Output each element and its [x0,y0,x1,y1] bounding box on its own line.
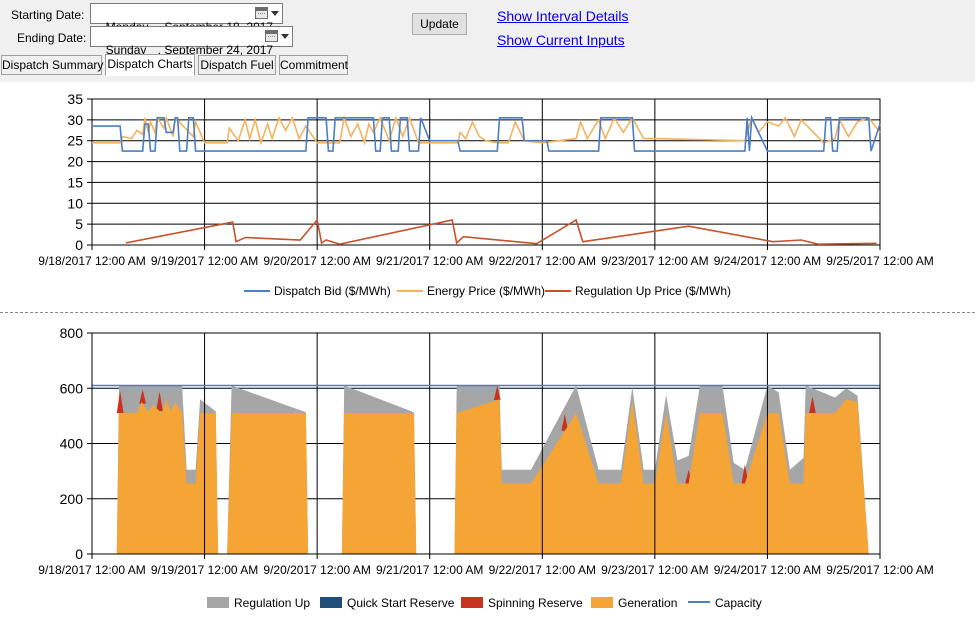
starting-date-picker[interactable]: Monday, September 18, 2017 [90,3,283,34]
calendar-icon[interactable] [255,7,268,19]
x-tick-label: 9/22/2017 12:00 AM [489,563,596,577]
x-tick-label: 9/18/2017 12:00 AM [38,254,145,268]
starting-date-label: Starting Date: [11,8,85,22]
legend-label: Regulation Up [234,596,310,610]
x-tick-label: 9/21/2017 12:00 AM [376,254,483,268]
legend-swatch [207,597,229,608]
legend-label: Dispatch Bid ($/MWh) [274,284,391,298]
legend-label: Quick Start Reserve [347,596,455,610]
ending-date-dow: Sunday [105,43,147,57]
spinning-reserve-spike [809,396,816,414]
tab-dispatch-charts[interactable]: Dispatch Charts [105,54,195,76]
x-tick-label: 9/25/2017 12:00 AM [826,563,933,577]
y-tick-label: 0 [75,237,83,253]
show-current-inputs-link[interactable]: Show Current Inputs [497,32,625,48]
x-tick-label: 9/23/2017 12:00 AM [601,563,708,577]
y-tick-label: 20 [67,154,83,170]
x-tick-label: 9/20/2017 12:00 AM [263,563,370,577]
x-tick-label: 9/21/2017 12:00 AM [376,563,483,577]
tab-dispatch-fuel[interactable]: Dispatch Fuel [198,55,276,75]
spinning-reserve-spike [561,414,569,431]
legend-label: Generation [618,596,677,610]
x-tick-label: 9/19/2017 12:00 AM [151,563,258,577]
x-tick-label: 9/24/2017 12:00 AM [714,563,821,577]
plot-frame [91,332,881,555]
chevron-down-icon[interactable] [281,34,289,39]
legend-swatch [591,597,613,608]
tab-commitment[interactable]: Commitment [279,55,348,75]
y-tick-label: 200 [60,491,84,507]
x-tick-label: 9/23/2017 12:00 AM [601,254,708,268]
plot-frame [91,98,881,246]
y-tick-label: 5 [75,216,83,232]
y-tick-label: 30 [67,112,83,128]
legend-swatch [461,597,483,608]
generation-area [116,399,876,554]
dispatch-bid-line [92,114,881,152]
x-tick-label: 9/25/2017 12:00 AM [826,254,933,268]
legend-label: Regulation Up Price ($/MWh) [575,284,731,298]
show-interval-details-link[interactable]: Show Interval Details [497,8,629,24]
x-tick-label: 9/22/2017 12:00 AM [489,254,596,268]
ending-date-picker[interactable]: Sunday , September 24, 2017 [90,26,293,57]
legend-label: Energy Price ($/MWh) [427,284,545,298]
y-tick-label: 10 [67,195,83,211]
spinning-reserve-spike [139,389,147,404]
ending-date-label: Ending Date: [17,31,87,45]
update-button[interactable]: Update [412,13,467,35]
y-tick-label: 0 [75,546,83,562]
x-tick-label: 9/20/2017 12:00 AM [263,254,370,268]
spinning-reserve-spike [116,391,124,414]
legend-swatch [320,597,342,608]
y-tick-label: 600 [60,380,84,396]
legend-label: Capacity [715,596,762,610]
dispatch-chart: 0 200 400 600 800 9/18/2017 12:00 AM 9/19/2017… [38,325,933,610]
y-tick-label: 400 [60,436,84,452]
price-chart: 0 5 10 15 20 25 30 35 9/18/2017 12:00 AM 9/19/201… [38,91,933,298]
y-tick-label: 35 [67,91,83,107]
legend-label: Spinning Reserve [488,596,583,610]
x-tick-label: 9/19/2017 12:00 AM [151,254,258,268]
tab-dispatch-summary[interactable]: Dispatch Summary [1,55,103,75]
x-tick-label: 9/24/2017 12:00 AM [714,254,821,268]
regulation-up-price-line [125,218,877,246]
y-tick-label: 25 [67,133,83,149]
y-tick-label: 800 [60,325,84,341]
chevron-down-icon[interactable] [271,11,279,16]
chart-splitter[interactable] [0,312,975,314]
x-tick-label: 9/18/2017 12:00 AM [38,563,145,577]
spinning-reserve-spike [493,385,501,401]
spinning-reserve-spike [156,391,163,412]
calendar-icon[interactable] [265,30,278,42]
y-tick-label: 15 [67,174,83,190]
ending-date-value: , September 24, 2017 [157,43,274,57]
